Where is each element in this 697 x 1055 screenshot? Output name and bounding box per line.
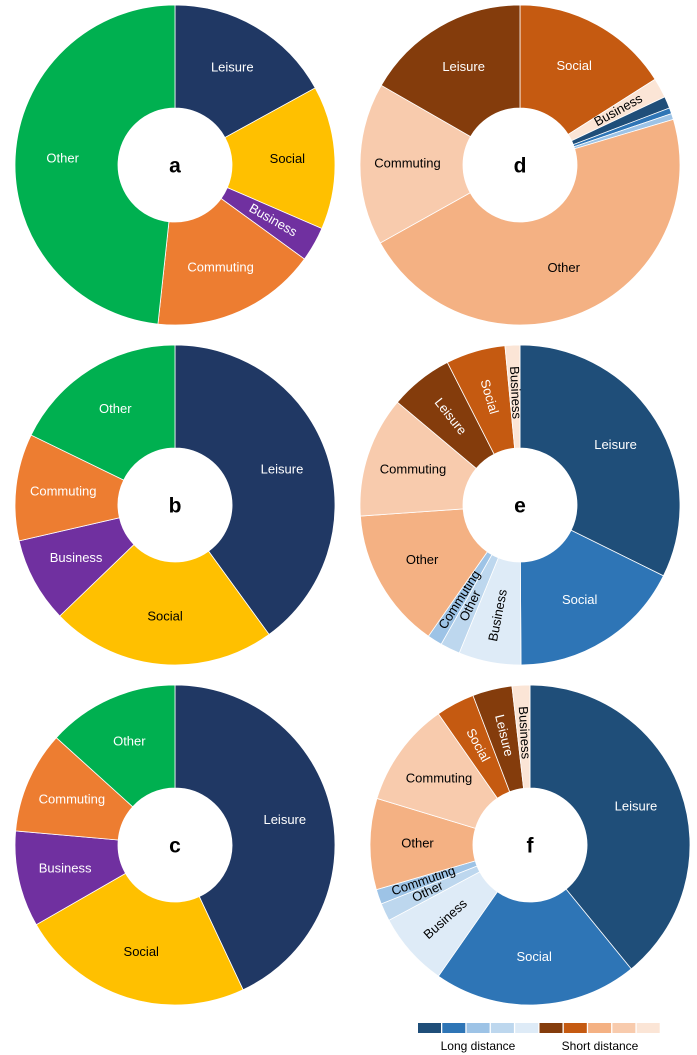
slice xyxy=(359,84,472,244)
slice-label: Social xyxy=(147,609,183,624)
slice-label: Leisure xyxy=(442,59,485,74)
panel-letter: b xyxy=(169,495,182,518)
slice xyxy=(359,508,488,637)
slice xyxy=(30,344,176,481)
slice-label: Commuting xyxy=(39,791,105,806)
slice-label: Social xyxy=(562,592,598,607)
slice xyxy=(359,401,477,517)
slice xyxy=(529,684,691,970)
slice-label: Business xyxy=(50,550,103,565)
panel-letter: e xyxy=(514,495,526,518)
legend-swatch xyxy=(490,1023,514,1033)
legend-label: Short distance xyxy=(562,1039,639,1053)
slice-label: Leisure xyxy=(211,60,254,75)
slice-label: Commuting xyxy=(380,462,446,477)
slice xyxy=(511,684,531,789)
legend-swatch xyxy=(442,1023,466,1033)
panel-letter: d xyxy=(514,155,527,178)
slice xyxy=(379,118,681,326)
slice-label: Business xyxy=(516,706,534,760)
legend-swatch xyxy=(418,1023,441,1033)
slice-label: Commuting xyxy=(406,770,472,785)
slice-label: Commuting xyxy=(187,259,253,274)
legend-swatch xyxy=(588,1023,612,1033)
panel-letter: f xyxy=(527,835,535,858)
legend-swatch xyxy=(612,1023,636,1033)
slice xyxy=(14,4,176,325)
legend-swatch xyxy=(563,1023,587,1033)
slice xyxy=(174,344,336,636)
slice-label: Other xyxy=(547,260,580,275)
slice-label: Commuting xyxy=(374,156,440,171)
slice xyxy=(224,87,336,230)
panel-letter: c xyxy=(169,835,181,858)
panel-letter: a xyxy=(169,155,181,178)
slice xyxy=(59,543,270,666)
slice-label: Social xyxy=(517,949,553,964)
slice xyxy=(174,684,336,991)
slice-label: Other xyxy=(113,734,146,749)
legend-swatch xyxy=(539,1023,563,1033)
slice xyxy=(519,4,656,136)
slice-label: Social xyxy=(124,944,160,959)
legend-swatch xyxy=(636,1023,660,1033)
slice-label: Other xyxy=(401,836,434,851)
slice-label: Other xyxy=(406,552,439,567)
slice xyxy=(380,4,521,138)
slice-label: Leisure xyxy=(594,437,637,452)
slice xyxy=(437,888,632,1006)
slice xyxy=(174,4,316,139)
slice xyxy=(504,344,521,449)
slice-label: Leisure xyxy=(615,799,658,814)
slice-label: Leisure xyxy=(261,462,304,477)
slice-label: Other xyxy=(46,150,79,165)
legend-swatch xyxy=(466,1023,490,1033)
slice-label: Business xyxy=(39,861,92,876)
slice xyxy=(35,872,244,1006)
slice xyxy=(519,344,681,577)
slice xyxy=(157,197,306,326)
slice-label: Social xyxy=(270,151,306,166)
slice xyxy=(519,529,664,666)
slice-label: Social xyxy=(556,58,592,73)
slice xyxy=(55,684,176,808)
slice-label: Commuting xyxy=(30,484,96,499)
legend-swatch xyxy=(515,1023,539,1033)
slice-label: Business xyxy=(507,366,524,420)
slice-label: Leisure xyxy=(263,812,306,827)
slice-label: Other xyxy=(99,401,132,416)
legend-label: Long distance xyxy=(441,1039,516,1053)
